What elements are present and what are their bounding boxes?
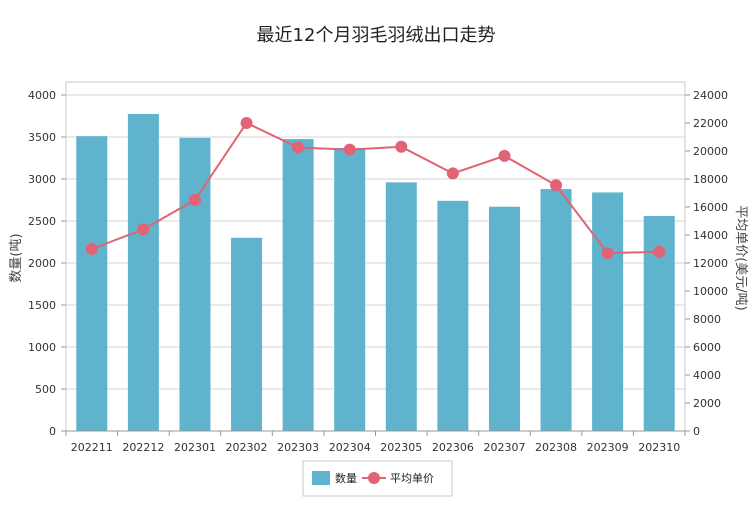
x-tick-label: 202306 <box>432 441 474 454</box>
line-point <box>343 143 356 156</box>
y-tick-label-right: 22000 <box>693 117 728 130</box>
x-tick-label: 202303 <box>277 441 319 454</box>
y-tick-label-left: 2000 <box>28 257 56 270</box>
line-path <box>91 121 660 255</box>
bar <box>334 147 366 432</box>
line-point <box>240 117 253 129</box>
line-point <box>446 167 459 180</box>
bar <box>592 192 624 431</box>
x-tick-label: 202301 <box>174 441 216 454</box>
bar <box>282 139 314 431</box>
line-point <box>188 194 201 206</box>
y-tick-label-right: 24000 <box>693 89 728 102</box>
bar <box>540 189 572 431</box>
y-axis-right-title: 平均单价(美元/吨) <box>733 205 748 311</box>
y-tick-label-right: 14000 <box>693 229 728 242</box>
line-point <box>550 179 563 192</box>
line-point <box>395 140 408 153</box>
line-series <box>85 117 666 260</box>
y-tick-label-left: 4000 <box>28 89 56 102</box>
x-tick-label: 202309 <box>587 441 629 454</box>
bar <box>385 182 417 431</box>
bar <box>231 237 263 431</box>
line-point <box>653 245 666 258</box>
line-point <box>498 149 511 162</box>
legend-swatch-bar <box>312 471 330 485</box>
bar <box>437 200 469 431</box>
legend: 数量 平均单价 <box>302 460 453 497</box>
y-tick-label-right: 0 <box>693 425 700 438</box>
x-axis: 202211 202212 202301 202302 202303 202304 2023… <box>65 430 686 454</box>
y-tick-label-right: 6000 <box>693 341 721 354</box>
bar <box>179 137 211 431</box>
y-tick-label-right: 8000 <box>693 313 721 326</box>
x-tick-label: 202310 <box>638 441 680 454</box>
y-tick-label-left: 2500 <box>28 215 56 228</box>
y-tick-label-left: 1500 <box>28 299 56 312</box>
legend-marker-line <box>368 472 380 484</box>
y-tick-label-left: 500 <box>35 383 56 396</box>
x-tick-label: 202304 <box>329 441 371 454</box>
legend-label-bar: 数量 <box>335 472 357 485</box>
gridlines <box>66 94 685 390</box>
y-axis-left-title: 数量(吨) <box>9 233 24 282</box>
y-tick-label-left: 1000 <box>28 341 56 354</box>
x-tick-label: 202211 <box>71 441 113 454</box>
y-tick-label-right: 18000 <box>693 173 728 186</box>
line-point <box>137 223 150 236</box>
y-tick-label-left: 3000 <box>28 173 56 186</box>
line-point <box>601 247 614 260</box>
chart-title: 最近12个月羽毛羽绒出口走势 <box>257 25 496 46</box>
x-tick-label: 202308 <box>535 441 577 454</box>
bar <box>488 206 520 431</box>
y-tick-label-right: 10000 <box>693 285 728 298</box>
y-tick-label-right: 12000 <box>693 257 728 270</box>
legend-label-line: 平均单价 <box>390 472 434 485</box>
bar <box>127 113 159 432</box>
line-point <box>292 141 305 154</box>
y-tick-label-left: 0 <box>49 425 56 438</box>
x-tick-label: 202305 <box>380 441 422 454</box>
x-tick-label: 202307 <box>483 441 525 454</box>
y-tick-label-right: 20000 <box>693 145 728 158</box>
y-tick-label-right: 2000 <box>693 397 721 410</box>
bar-series <box>76 113 675 432</box>
bar <box>76 136 108 431</box>
line-point <box>85 243 98 255</box>
x-tick-label: 202302 <box>226 441 268 454</box>
y-tick-label-left: 3500 <box>28 131 56 144</box>
y-tick-label-right: 16000 <box>693 201 728 214</box>
y-tick-label-right: 4000 <box>693 369 721 382</box>
x-tick-label: 202212 <box>122 441 164 454</box>
y-axis-left: 0 500 1000 1500 2000 2500 3000 3500 4000 <box>28 89 66 438</box>
y-axis-right: 0 2000 4000 6000 8000 10000 12000 14000 16000 180… <box>685 89 728 438</box>
